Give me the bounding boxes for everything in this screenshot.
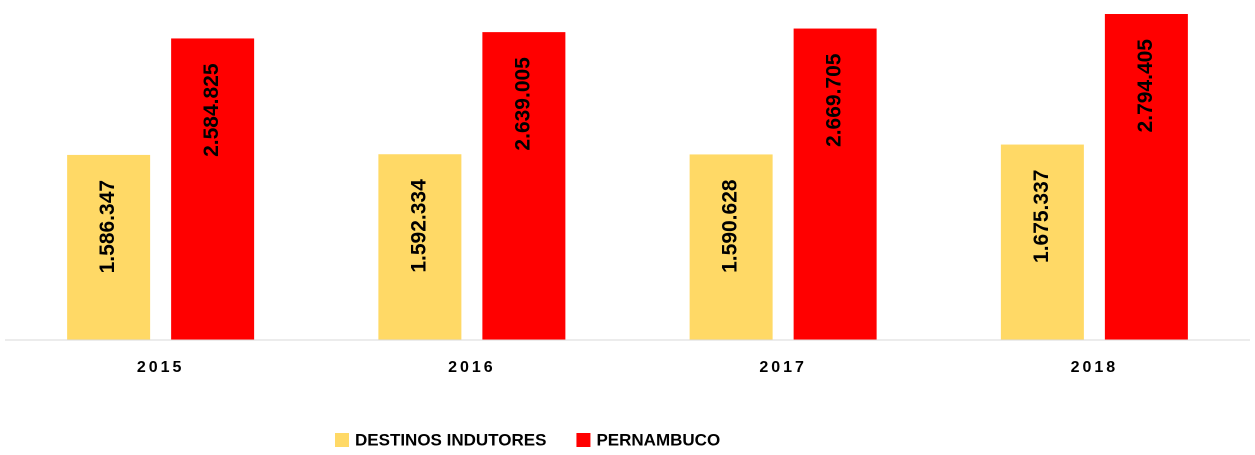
bar xyxy=(689,154,773,340)
bar xyxy=(67,154,151,340)
x-tick-label: 2015 xyxy=(137,359,185,376)
legend-label: PERNAMBUCO xyxy=(596,430,720,449)
legend-label: DESTINOS INDUTORES xyxy=(355,430,546,449)
data-label: 1.592.334 xyxy=(407,179,430,273)
legend-swatch xyxy=(576,433,591,447)
data-label: 1.675.337 xyxy=(1030,170,1053,263)
bar xyxy=(171,38,255,341)
bar xyxy=(378,154,462,340)
bar xyxy=(482,32,566,341)
x-tick-label: 2018 xyxy=(1071,359,1119,376)
bar xyxy=(793,28,877,341)
legend-swatch xyxy=(335,433,349,447)
x-tick-label: 2016 xyxy=(448,359,496,376)
bar xyxy=(1104,14,1188,340)
data-label: 2.794.405 xyxy=(1134,39,1157,133)
data-label: 2.669.705 xyxy=(823,53,846,147)
bar xyxy=(1000,144,1084,340)
data-label: 2.584.825 xyxy=(200,63,223,157)
x-tick-label: 2017 xyxy=(759,359,807,376)
data-label: 1.590.628 xyxy=(719,179,742,273)
data-label: 1.586.347 xyxy=(96,180,119,273)
data-label: 2.639.005 xyxy=(511,57,534,151)
